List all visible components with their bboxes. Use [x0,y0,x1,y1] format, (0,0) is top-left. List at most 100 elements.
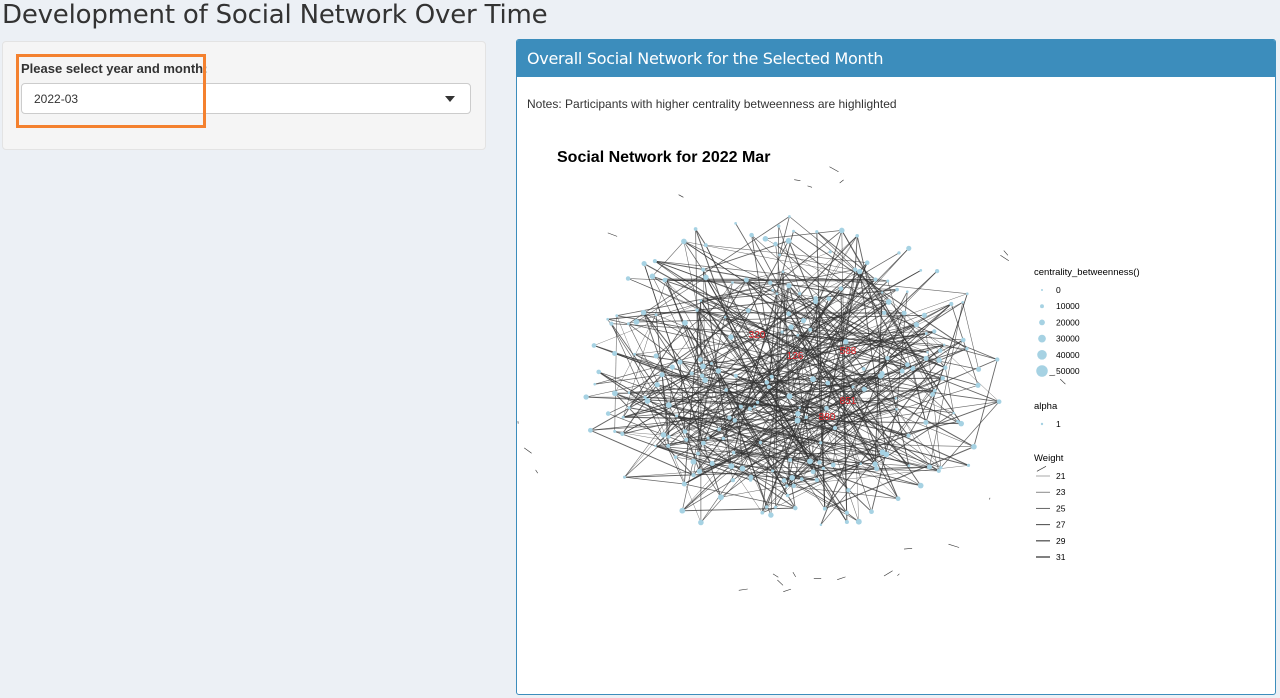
network-edge [826,271,861,409]
network-edge [777,579,784,586]
network-node [709,361,714,366]
network-node [881,372,885,376]
network-node [769,374,774,379]
network-edge [655,445,876,465]
network-node [839,227,845,234]
network-node [936,357,942,363]
network-node [975,382,981,388]
network-node [627,406,631,410]
network-node [976,366,982,372]
network-edge [771,330,935,378]
network-node [596,369,601,375]
network-edge [665,278,703,376]
network-node [774,505,778,509]
network-node [715,368,722,374]
network-node [817,460,822,465]
network-edge [683,241,888,282]
network-edge [973,359,998,447]
network-edge [792,477,817,481]
network-edge [793,230,968,350]
network-node [843,339,849,345]
network-edge [749,302,963,409]
network-edge [944,367,955,414]
network-node [666,434,671,439]
legend-size-marker [1038,334,1046,343]
network-node [625,276,631,281]
highlight-label: 320 [749,330,766,341]
network-node [791,483,796,489]
network-node [826,296,832,302]
network-node [952,411,955,415]
network-edge [663,352,802,436]
network-edge [679,362,686,432]
network-edge [816,231,876,280]
network-node [874,466,880,472]
network-edge [1000,255,1009,261]
network-node [682,429,688,434]
network-node [846,488,851,493]
network-node [696,468,703,475]
network-node [606,317,610,321]
network-node [796,333,800,337]
network-edge [700,396,790,523]
network-node [885,298,892,305]
network-edge [733,452,887,455]
network-node [793,505,798,511]
network-node [673,455,678,459]
network-node [943,365,948,370]
network-node [872,461,878,467]
network-node [644,398,651,404]
network-node [965,292,969,296]
network-node [679,507,686,514]
network-node [921,312,927,318]
network-edge [628,392,648,402]
legend-label: 1 [1056,419,1061,429]
network-node [901,310,907,316]
network-node [613,429,617,433]
network-node [734,222,737,225]
network-edge [779,216,790,255]
network-node [788,458,793,462]
network-node [800,351,803,355]
chevron-down-icon[interactable] [445,96,455,102]
network-edge [863,368,941,468]
sidebar-panel: Please select year and month: 2022-03 [2,41,486,150]
network-node [895,287,899,292]
network-node [728,334,734,340]
network-node [733,373,738,378]
network-edge [779,254,860,272]
network-node [700,363,706,370]
network-edge [695,228,707,246]
network-node [654,313,658,317]
network-node [732,418,738,423]
network-node [861,386,867,392]
network-node [930,392,935,397]
year-month-select[interactable]: 2022-03 [21,83,471,114]
network-node [649,273,656,280]
network-node [755,400,760,404]
network-edge [786,379,814,487]
network-edge [608,373,692,414]
network-node [659,372,665,378]
network-edge [735,223,899,499]
network-edge [729,303,952,418]
network-edge [664,279,888,282]
network-edge [788,240,885,314]
network-nodes [583,215,1002,526]
network-node [851,385,855,389]
network-node [717,494,724,501]
panel-notes: Notes: Participants with higher centrali… [527,97,897,111]
network-node [771,288,775,292]
network-edge [684,483,796,509]
network-node [723,315,727,319]
network-edge [757,312,905,403]
network-edge [765,230,842,240]
legend-label: 30000 [1056,334,1080,344]
network-node [690,458,697,465]
network-edge [697,379,814,454]
network-edge [746,279,946,369]
network-edge [614,430,751,481]
network-edge [772,573,779,578]
network-edge [827,270,938,384]
network-edge [661,374,860,523]
